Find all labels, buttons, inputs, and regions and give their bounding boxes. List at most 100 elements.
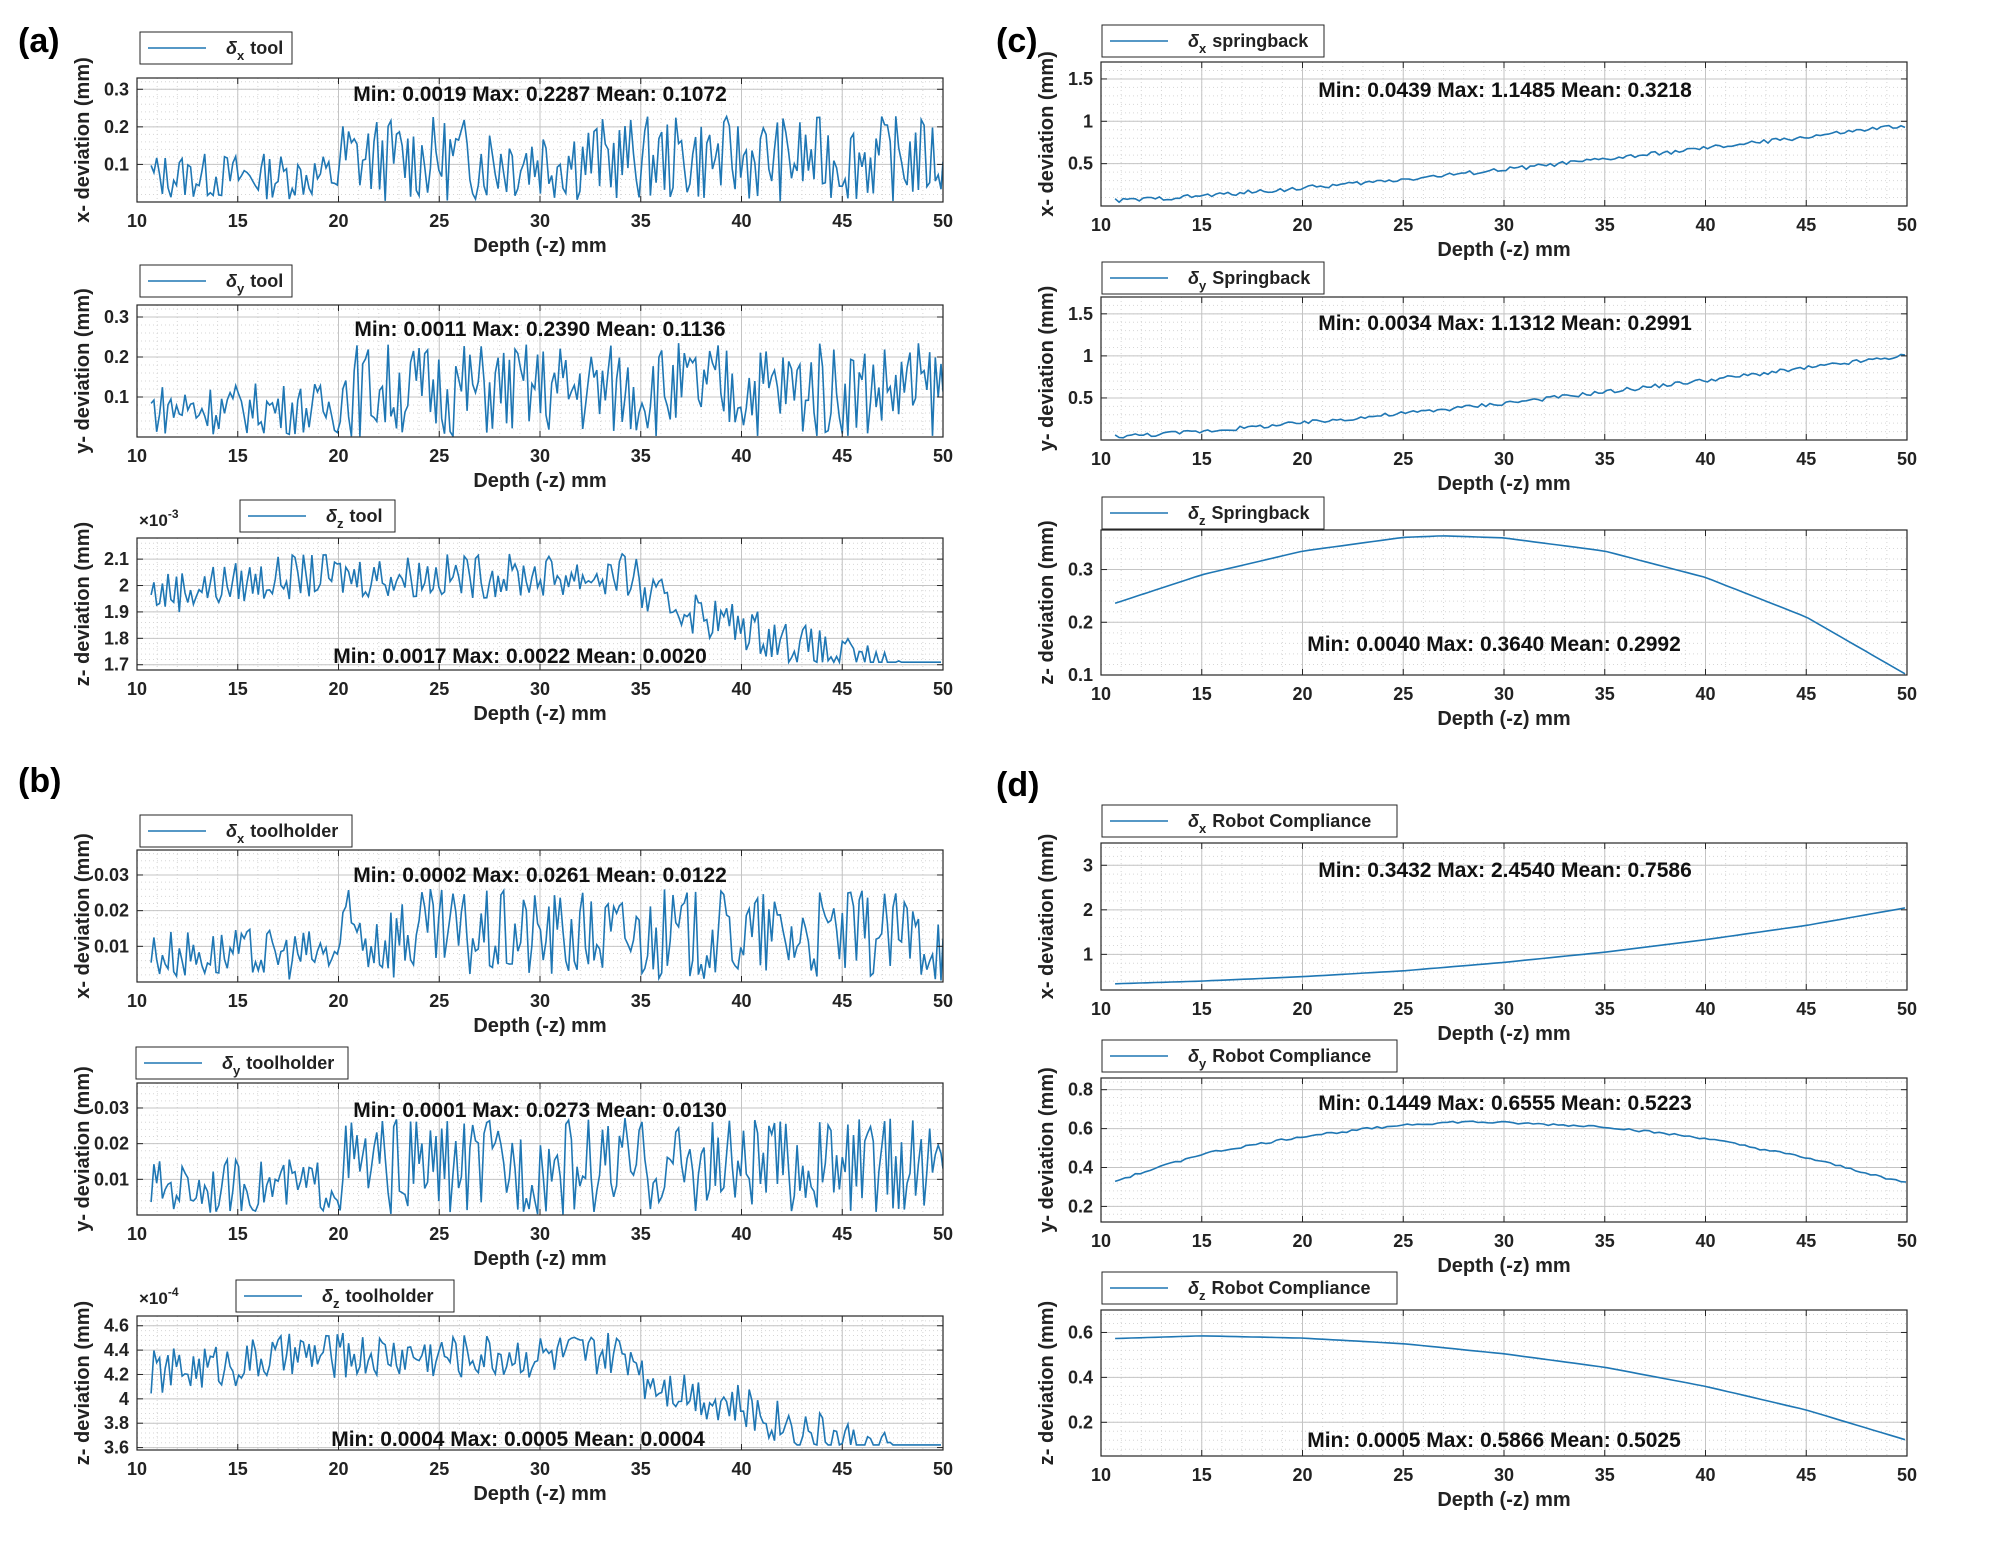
x-tick-label: 25 [1393,1465,1413,1485]
y-tick-label: 0.3 [104,307,129,327]
x-tick-label: 50 [1897,449,1917,469]
x-tick-label: 10 [1091,215,1111,235]
y-tick-label: 1 [1083,346,1093,366]
legend-label: δy Springback [1188,268,1311,293]
subplot-2: 10 15 20 25 30 35 40 45 50 0.1 0.2 0.3 Depth (-z) mm… [72,264,953,492]
x-tick-label: 25 [429,679,449,699]
legend-label: δx toolholder [226,821,338,846]
y-tick-label: 0.2 [1068,1196,1093,1216]
series-line [150,343,943,437]
x-tick-label: 35 [631,1224,651,1244]
y-tick-label: 0.5 [1068,154,1093,174]
y-axis-label: y- deviation (mm) [72,288,94,454]
x-tick-label: 35 [1595,999,1615,1019]
y-tick-label: 1.5 [1068,69,1093,89]
stats-annotation: Min: 0.1449 Max: 0.6555 Mean: 0.5223 [1318,1092,1692,1115]
legend-label: δz Springback [1188,503,1311,528]
x-tick-label: 45 [1796,999,1816,1019]
x-tick-label: 45 [1796,1465,1816,1485]
stats-annotation: Min: 0.0005 Max: 0.5866 Mean: 0.5025 [1307,1429,1681,1452]
x-tick-label: 25 [429,446,449,466]
x-tick-label: 30 [530,446,550,466]
x-tick-label: 25 [1393,684,1413,704]
x-tick-label: 45 [832,211,852,231]
y-tick-label: 0.3 [104,79,129,99]
legend: δy toolholder [135,1046,349,1080]
x-tick-label: 50 [933,1459,953,1479]
y-tick-label: 0.02 [94,1134,129,1154]
series-line [1115,1335,1906,1441]
panel-letter-a: (a) [18,22,60,60]
subplot-4: 10 15 20 25 30 35 40 45 50 0.01 0.02 0.03 Depth (-z)… [72,814,953,1037]
y-tick-label: 0.2 [1068,612,1093,632]
x-tick-label: 25 [1393,449,1413,469]
x-tick-label: 50 [933,211,953,231]
y-tick-label: 0.1 [1068,665,1093,685]
x-tick-label: 20 [1292,1465,1312,1485]
x-tick-label: 45 [832,679,852,699]
x-tick-label: 20 [328,211,348,231]
subplot-9: 10 15 20 25 30 35 40 45 50 0.1 0.2 0.3 Depth (-z) mm… [1036,496,1917,730]
x-tick-label: 10 [127,446,147,466]
legend: δz Robot Compliance [1101,1271,1398,1305]
x-tick-label: 45 [832,1224,852,1244]
x-tick-label: 20 [328,446,348,466]
x-tick-label: 25 [429,211,449,231]
y-tick-label: 0.2 [104,117,129,137]
x-tick-label: 40 [731,1224,751,1244]
legend-label: δz toolholder [322,1286,434,1311]
x-tick-label: 30 [1494,1465,1514,1485]
x-tick-label: 50 [1897,684,1917,704]
x-tick-label: 25 [1393,215,1413,235]
y-tick-label: 4 [119,1389,129,1409]
x-tick-label: 40 [1695,1465,1715,1485]
x-tick-label: 45 [1796,449,1816,469]
y-tick-label: 0.1 [104,154,129,174]
stats-annotation: Min: 0.0019 Max: 0.2287 Mean: 0.1072 [353,83,727,106]
x-tick-label: 50 [1897,215,1917,235]
x-tick-label: 45 [832,1459,852,1479]
y-axis-label: y- deviation (mm) [1036,1067,1058,1233]
y-tick-label: 0.2 [1068,1412,1093,1432]
x-axis-label: Depth (-z) mm [1437,1255,1570,1277]
x-tick-label: 15 [1192,999,1212,1019]
x-tick-label: 35 [1595,1465,1615,1485]
x-tick-label: 20 [1292,999,1312,1019]
x-tick-label: 20 [1292,449,1312,469]
x-tick-label: 30 [1494,1231,1514,1251]
x-tick-label: 10 [1091,684,1111,704]
x-tick-label: 10 [1091,1231,1111,1251]
legend-label: δz tool [326,506,383,531]
x-tick-label: 50 [1897,1231,1917,1251]
x-tick-label: 15 [228,1459,248,1479]
x-tick-label: 20 [328,679,348,699]
x-tick-label: 15 [1192,215,1212,235]
x-axis-label: Depth (-z) mm [1437,1023,1570,1045]
x-tick-label: 20 [328,1459,348,1479]
y-tick-label: 2 [119,576,129,596]
axis-exponent: ×10-3 [139,507,179,530]
x-tick-label: 40 [1695,684,1715,704]
y-tick-label: 3.6 [104,1438,129,1458]
x-tick-label: 30 [1494,215,1514,235]
x-tick-label: 35 [1595,684,1615,704]
stats-annotation: Min: 0.0002 Max: 0.0261 Mean: 0.0122 [353,864,727,887]
legend-label: δx springback [1188,31,1309,56]
x-tick-label: 10 [127,991,147,1011]
axis-exponent: ×10-4 [139,1285,179,1308]
y-tick-label: 1.7 [104,655,129,675]
y-tick-label: 2 [1083,900,1093,920]
series-line [1114,535,1906,675]
x-axis-label: Depth (-z) mm [1437,239,1570,261]
y-tick-label: 1.8 [104,628,129,648]
y-tick-label: 1 [1083,944,1093,964]
x-tick-label: 25 [429,991,449,1011]
x-axis-label: Depth (-z) mm [1437,708,1570,730]
subplot-6: 10 15 20 25 30 35 40 45 50 3.6 3.8 4 4.2 4.4 4.6 Depth … [72,1279,953,1505]
y-tick-label: 4.6 [104,1316,129,1336]
x-tick-label: 15 [228,446,248,466]
x-tick-label: 20 [1292,215,1312,235]
legend-label: δx Robot Compliance [1188,811,1371,836]
y-tick-label: 4.2 [104,1364,129,1384]
